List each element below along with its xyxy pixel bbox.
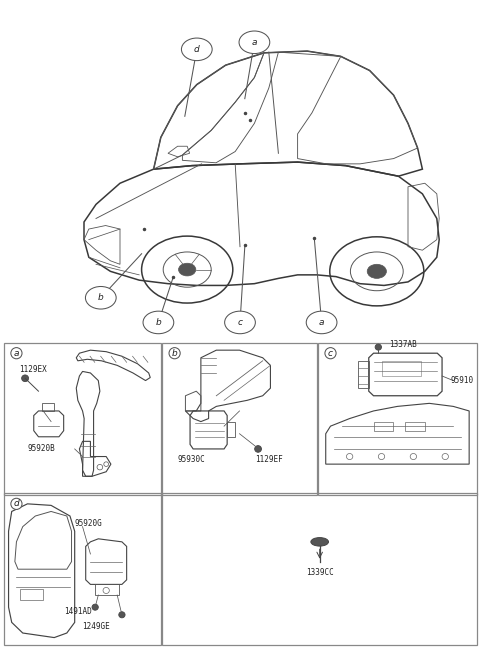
Circle shape bbox=[22, 375, 28, 382]
Circle shape bbox=[179, 263, 196, 276]
Bar bbox=[358, 361, 369, 388]
Bar bbox=[20, 589, 43, 599]
Bar bbox=[4, 343, 161, 495]
Circle shape bbox=[143, 311, 174, 333]
Text: d: d bbox=[194, 45, 200, 54]
Bar bbox=[318, 343, 477, 495]
Circle shape bbox=[375, 344, 382, 350]
Text: a: a bbox=[252, 38, 257, 47]
Text: c: c bbox=[238, 318, 242, 327]
Circle shape bbox=[311, 538, 328, 546]
Bar bbox=[406, 422, 424, 431]
Text: 1129EX: 1129EX bbox=[20, 365, 48, 375]
Bar bbox=[4, 493, 161, 645]
Circle shape bbox=[255, 445, 262, 453]
Text: d: d bbox=[13, 499, 19, 508]
Bar bbox=[227, 422, 235, 437]
Text: a: a bbox=[14, 348, 19, 358]
Circle shape bbox=[367, 265, 386, 278]
Bar bbox=[162, 343, 317, 495]
Bar bbox=[373, 422, 393, 431]
Bar bbox=[95, 584, 119, 595]
Text: 1491AD: 1491AD bbox=[64, 607, 91, 616]
Text: 95920G: 95920G bbox=[75, 519, 102, 528]
Text: a: a bbox=[319, 318, 324, 327]
Bar bbox=[382, 361, 421, 376]
Text: b: b bbox=[172, 348, 178, 358]
Text: 1249GE: 1249GE bbox=[83, 622, 110, 631]
Text: b: b bbox=[156, 318, 161, 327]
Text: c: c bbox=[328, 348, 333, 358]
Circle shape bbox=[119, 612, 125, 618]
Bar bbox=[42, 403, 54, 411]
Text: 1337AB: 1337AB bbox=[389, 341, 417, 349]
Text: 95910: 95910 bbox=[450, 376, 473, 385]
Circle shape bbox=[306, 311, 337, 333]
Circle shape bbox=[85, 286, 116, 309]
Text: 95930C: 95930C bbox=[178, 455, 205, 464]
Text: 95920B: 95920B bbox=[27, 445, 55, 453]
Circle shape bbox=[181, 38, 212, 61]
Text: 1129EF: 1129EF bbox=[255, 455, 283, 464]
Text: 1339CC: 1339CC bbox=[306, 568, 334, 577]
Circle shape bbox=[92, 604, 98, 610]
Text: b: b bbox=[98, 293, 104, 302]
Circle shape bbox=[239, 31, 270, 54]
Circle shape bbox=[225, 311, 255, 333]
Bar bbox=[162, 493, 477, 645]
